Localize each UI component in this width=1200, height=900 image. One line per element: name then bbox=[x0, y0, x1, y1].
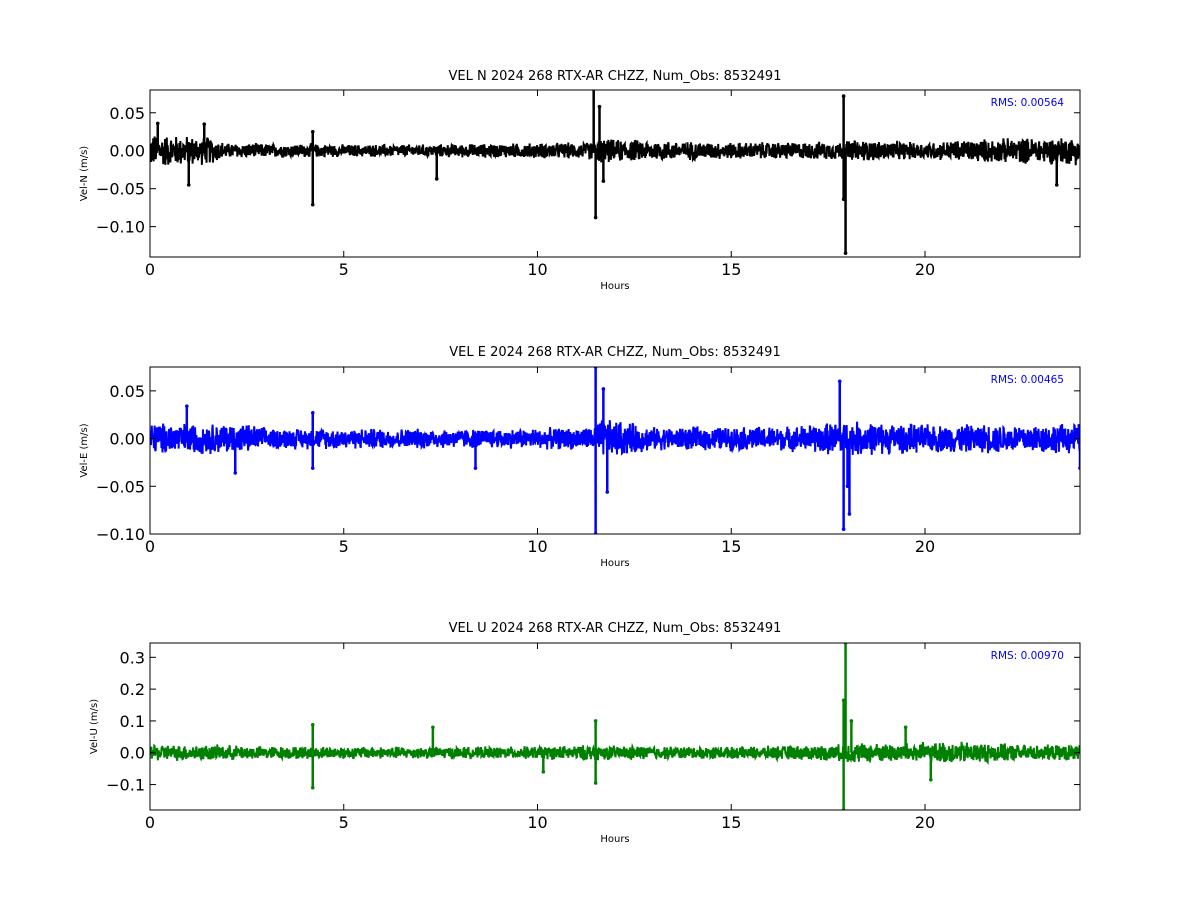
vel-u-xlabel: Hours bbox=[600, 834, 629, 845]
vel-n-axes-frame bbox=[149, 89, 1081, 258]
vel-e-ytick-label: −0.10 bbox=[96, 525, 145, 544]
vel-u-xtick-label: 0 bbox=[145, 813, 155, 832]
vel-n-series-line bbox=[150, 136, 1080, 166]
vel-e-axes-frame bbox=[149, 366, 1081, 535]
vel-e-xtick-label: 10 bbox=[527, 537, 547, 556]
vel-e-xtick-label: 5 bbox=[339, 537, 349, 556]
vel-u-xtick-label: 10 bbox=[527, 813, 547, 832]
vel-u-xtick-label: 15 bbox=[721, 813, 741, 832]
vel-n-spike-point bbox=[310, 129, 315, 134]
vel-n-spike-point bbox=[841, 94, 846, 98]
vel-n-xlabel: Hours bbox=[600, 281, 629, 292]
vel-e-title: VEL E 2024 268 RTX-AR CHZZ, Num_Obs: 853… bbox=[449, 345, 780, 360]
vel-n-spike-point bbox=[434, 177, 439, 181]
vel-e-ytick-label: 0.05 bbox=[109, 382, 145, 401]
vel-n-data bbox=[150, 90, 1080, 256]
vel-n-spike-point bbox=[155, 121, 160, 126]
vel-u-ytick-label: −0.1 bbox=[106, 776, 145, 795]
vel-u-title: VEL U 2024 268 RTX-AR CHZZ, Num_Obs: 853… bbox=[449, 621, 782, 636]
vel-e-spike-point bbox=[185, 404, 189, 408]
vel-e-spike-point bbox=[310, 411, 315, 415]
vel-n-xtick-label: 10 bbox=[527, 260, 547, 279]
vel-e-spike-point bbox=[605, 490, 610, 494]
vel-u-spike-point bbox=[849, 719, 854, 723]
vel-e-xtick-label: 20 bbox=[915, 537, 935, 556]
vel-u-ytick-label: 0.1 bbox=[120, 712, 145, 731]
vel-u-xtick-label: 20 bbox=[915, 813, 935, 832]
vel-n-spike-point bbox=[1054, 183, 1059, 187]
vel-n-spike-point bbox=[310, 202, 315, 207]
vel-u-ytick-label: 0.0 bbox=[120, 744, 145, 763]
vel-n-ytick-label: −0.10 bbox=[96, 218, 145, 237]
vel-u-xtick-label: 5 bbox=[339, 813, 349, 832]
vel-u-spike-point bbox=[431, 725, 435, 730]
vel-n-spike-point bbox=[601, 179, 606, 183]
vel-u-ytick-label: 0.2 bbox=[120, 680, 145, 699]
vel-u-spike-point bbox=[310, 785, 315, 790]
vel-e-spike-point bbox=[473, 466, 478, 470]
vel-e-xtick-label: 0 bbox=[145, 537, 155, 556]
vel-e-rms-label: RMS: 0.00465 bbox=[991, 374, 1064, 386]
vel-u-data bbox=[150, 643, 1080, 810]
vel-e-spike-point bbox=[841, 527, 846, 532]
vel-u-spike-point bbox=[593, 781, 598, 785]
vel-u-rms-label: RMS: 0.00970 bbox=[991, 650, 1064, 662]
vel-n-panel: VEL N 2024 268 RTX-AR CHZZ, Num_Obs: 853… bbox=[79, 69, 1081, 292]
vel-e-ytick-label: 0.00 bbox=[109, 430, 145, 449]
vel-u-spike-point bbox=[593, 719, 598, 723]
vel-n-ticks: 0 5 10 15 20 −0.10 −0.05 0.00 0.05 bbox=[96, 90, 1080, 279]
vel-e-spike-point bbox=[847, 512, 852, 516]
vel-n-spike-point bbox=[593, 215, 598, 220]
vel-e-ylabel: Vel-E (m/s) bbox=[79, 423, 90, 477]
vel-e-xtick-label: 15 bbox=[721, 537, 741, 556]
vel-n-title: VEL N 2024 268 RTX-AR CHZZ, Num_Obs: 853… bbox=[449, 69, 782, 84]
vel-e-panel: VEL E 2024 268 RTX-AR CHZZ, Num_Obs: 853… bbox=[79, 345, 1081, 569]
vel-n-xtick-label: 15 bbox=[721, 260, 741, 279]
vel-u-axes-frame bbox=[149, 642, 1081, 811]
vel-e-xlabel: Hours bbox=[600, 558, 629, 569]
vel-u-series-line bbox=[150, 741, 1080, 766]
vel-e-spike-point bbox=[601, 387, 606, 391]
vel-u-spike-point bbox=[310, 722, 315, 727]
vel-n-xtick-label: 20 bbox=[915, 260, 935, 279]
vel-n-ytick-label: −0.05 bbox=[96, 180, 145, 199]
vel-e-spike-point bbox=[845, 484, 850, 489]
vel-e-ytick-label: −0.05 bbox=[96, 477, 145, 496]
vel-u-ticks: 0 5 10 15 20 −0.1 0.0 0.1 0.2 0.3 bbox=[106, 643, 1080, 832]
vel-n-ylabel: Vel-N (m/s) bbox=[79, 146, 90, 201]
vel-u-ylabel: Vel-U (m/s) bbox=[89, 699, 100, 754]
vel-e-spike-point bbox=[233, 471, 238, 475]
vel-u-spike-point bbox=[929, 777, 933, 782]
vel-n-spike-point bbox=[186, 183, 191, 187]
vel-e-spike-point bbox=[837, 379, 842, 384]
vel-n-spike-point bbox=[202, 122, 207, 126]
vel-n-xtick-label: 5 bbox=[339, 260, 349, 279]
vel-u-panel: VEL U 2024 268 RTX-AR CHZZ, Num_Obs: 853… bbox=[89, 621, 1081, 845]
vel-e-spike-point bbox=[310, 466, 315, 470]
vel-e-ticks: 0 5 10 15 20 −0.10 −0.05 0.00 0.05 bbox=[96, 367, 1080, 556]
vel-n-rms-label: RMS: 0.00564 bbox=[991, 97, 1065, 109]
vel-u-ytick-label: 0.3 bbox=[120, 648, 145, 667]
vel-e-data bbox=[150, 367, 1080, 534]
vel-n-xtick-label: 0 bbox=[145, 260, 155, 279]
vel-u-spike-point bbox=[541, 770, 546, 774]
vel-n-ytick-label: 0.05 bbox=[109, 104, 145, 123]
vel-n-spike-point bbox=[843, 251, 848, 256]
vel-n-spike-point bbox=[597, 104, 602, 109]
vel-u-spike-point bbox=[903, 725, 908, 730]
vel-e-series-line bbox=[150, 420, 1080, 456]
vel-n-ytick-label: 0.00 bbox=[109, 142, 145, 161]
